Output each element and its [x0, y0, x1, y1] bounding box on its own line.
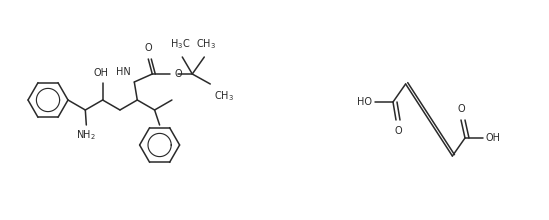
Text: O: O: [174, 69, 182, 79]
Text: HO: HO: [357, 97, 372, 107]
Text: HN: HN: [115, 67, 130, 77]
Text: CH$_3$: CH$_3$: [214, 89, 234, 103]
Text: O: O: [144, 43, 152, 53]
Text: NH$_2$: NH$_2$: [76, 128, 96, 142]
Text: CH$_3$: CH$_3$: [197, 37, 216, 51]
Text: H$_3$C: H$_3$C: [170, 37, 191, 51]
Text: OH: OH: [93, 68, 108, 78]
Text: O: O: [394, 126, 402, 136]
Text: O: O: [457, 104, 465, 114]
Text: OH: OH: [486, 133, 501, 143]
